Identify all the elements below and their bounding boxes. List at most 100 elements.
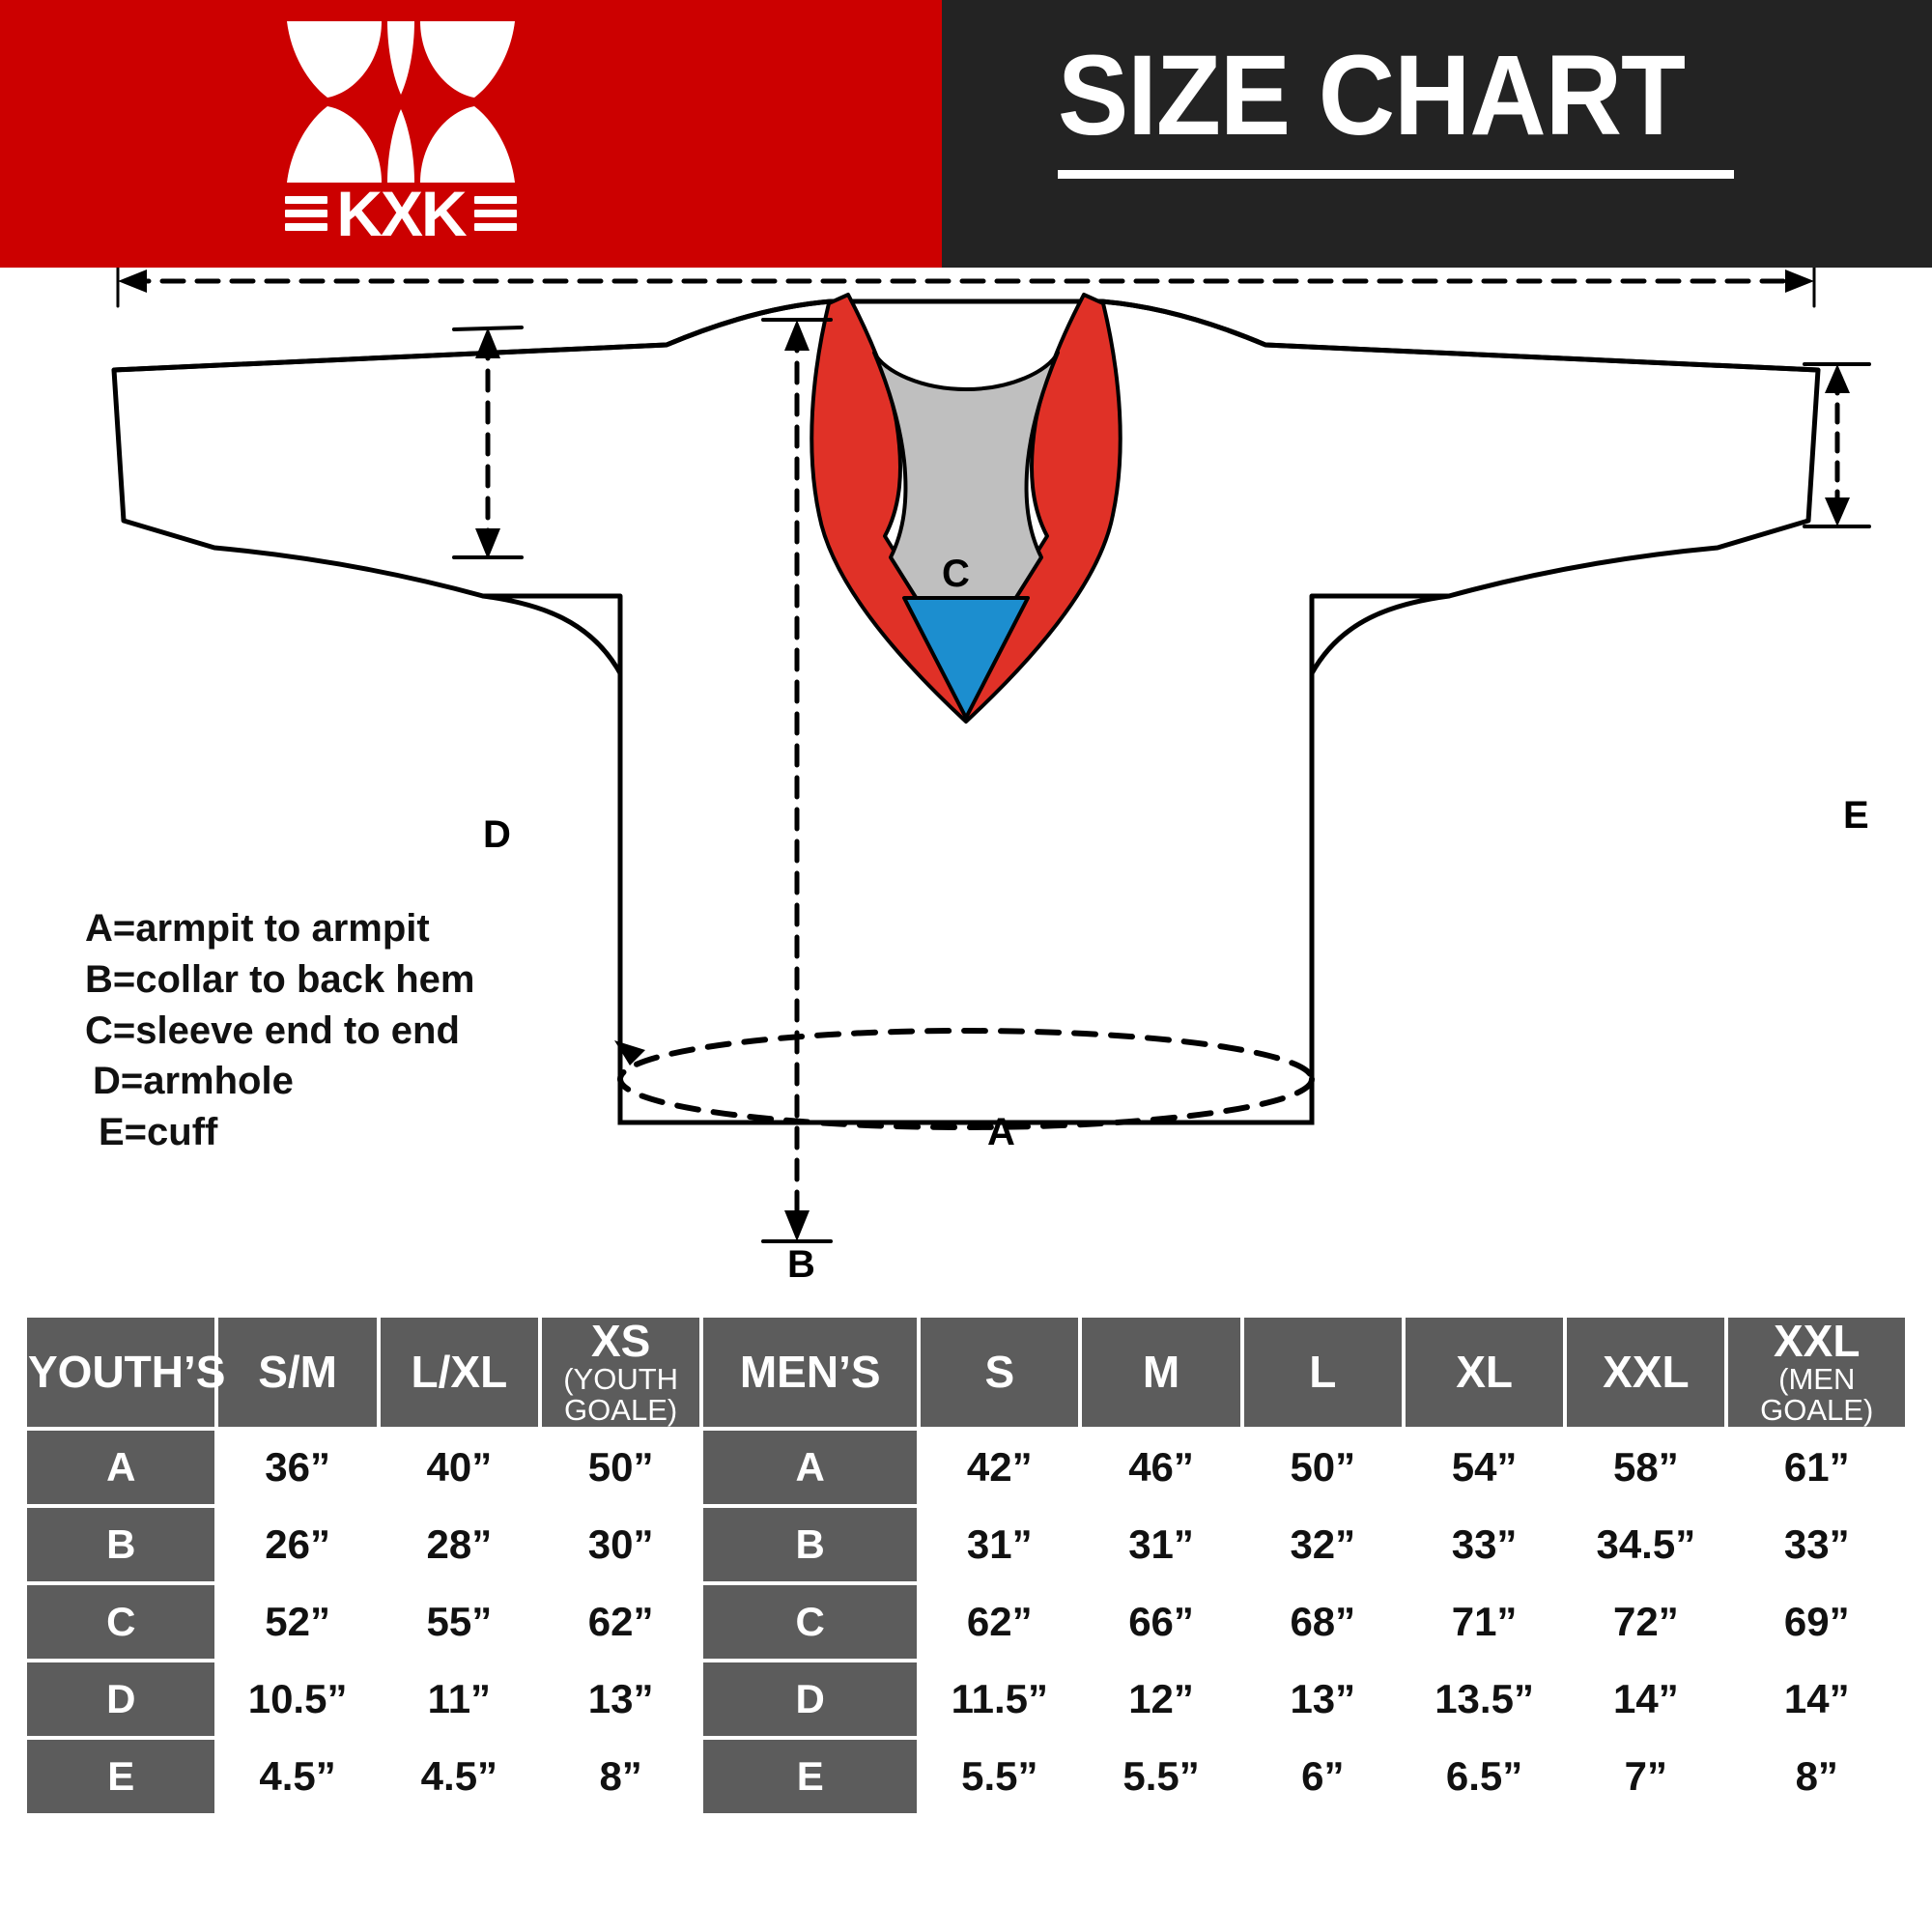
- page-header: KXK SIZE CHART: [0, 0, 1932, 268]
- cell-men-xxl: 7”: [1567, 1740, 1725, 1814]
- kxk-hourglass-logo-icon: [285, 17, 517, 186]
- cell-youth-xs: 50”: [542, 1431, 700, 1505]
- table-row: C 52” 55” 62” C 62” 66” 68” 71” 72” 69”: [27, 1585, 1905, 1660]
- cell-youth-sm: 36”: [218, 1431, 377, 1505]
- cell-youth-xs: 30”: [542, 1508, 700, 1582]
- cell-youth-lxl: 11”: [380, 1662, 538, 1737]
- brand-wordmark: KXK: [266, 178, 536, 249]
- header-s: S: [921, 1318, 1079, 1428]
- cell-men-xxlg: 61”: [1728, 1431, 1905, 1505]
- cell-men-m: 31”: [1082, 1508, 1240, 1582]
- table-row: B 26” 28” 30” B 31” 31” 32” 33” 34.5” 33…: [27, 1508, 1905, 1582]
- jersey-diagram: C D E A B: [0, 268, 1932, 1311]
- header-mens-label: MEN’S: [739, 1347, 881, 1398]
- legend-line-a: A=armpit to armpit: [85, 907, 430, 950]
- brand-name: KXK: [336, 178, 467, 249]
- brand-logo: KXK: [266, 17, 536, 249]
- legend-line-d: D=armhole: [93, 1060, 294, 1103]
- row-measure-youth: E: [27, 1740, 215, 1814]
- cell-men-s: 11.5”: [921, 1662, 1079, 1737]
- header-lxl-label: L/XL: [411, 1347, 508, 1398]
- cell-men-xxl: 58”: [1567, 1431, 1725, 1505]
- cell-men-xxl: 34.5”: [1567, 1508, 1725, 1582]
- header-xxlg-label: XXL: [1774, 1316, 1861, 1366]
- cell-men-l: 13”: [1243, 1662, 1402, 1737]
- measurement-legend: A=armpit to armpit B=collar to back hem …: [85, 903, 626, 1158]
- cell-men-xl: 33”: [1405, 1508, 1564, 1582]
- cell-men-m: 5.5”: [1082, 1740, 1240, 1814]
- cell-men-xxl: 14”: [1567, 1662, 1725, 1737]
- dimension-label-a: A: [987, 1111, 1015, 1153]
- table-row: D 10.5” 11” 13” D 11.5” 12” 13” 13.5” 14…: [27, 1662, 1905, 1737]
- cell-men-xxlg: 14”: [1728, 1662, 1905, 1737]
- table-row: E 4.5” 4.5” 8” E 5.5” 5.5” 6” 6.5” 7” 8”: [27, 1740, 1905, 1814]
- logo-bars-right-icon: [473, 196, 517, 231]
- dimension-label-e: E: [1843, 794, 1869, 837]
- row-measure-youth: A: [27, 1431, 215, 1505]
- size-table-wrapper: YOUTH’S S/M L/XL XS (YOUTH GOALE) MEN’S …: [23, 1314, 1909, 1817]
- cell-youth-lxl: 28”: [380, 1508, 538, 1582]
- header-mens: MEN’S: [703, 1318, 918, 1428]
- cell-men-m: 66”: [1082, 1585, 1240, 1660]
- logo-bars-left-icon: [285, 196, 328, 231]
- row-measure-youth: C: [27, 1585, 215, 1660]
- brand-panel: KXK: [0, 0, 942, 268]
- cell-men-xl: 71”: [1405, 1585, 1564, 1660]
- dimension-label-b: B: [787, 1243, 815, 1286]
- cell-men-xl: 6.5”: [1405, 1740, 1564, 1814]
- header-s-label: S: [984, 1347, 1015, 1398]
- legend-line-e: E=cuff: [99, 1111, 218, 1154]
- cell-youth-lxl: 55”: [380, 1585, 538, 1660]
- dimension-label-c: C: [942, 553, 970, 595]
- cell-men-s: 5.5”: [921, 1740, 1079, 1814]
- header-m-label: M: [1142, 1347, 1180, 1398]
- row-measure-men: B: [703, 1508, 918, 1582]
- cell-men-m: 46”: [1082, 1431, 1240, 1505]
- table-row: A 36” 40” 50” A 42” 46” 50” 54” 58” 61”: [27, 1431, 1905, 1505]
- header-xl-label: XL: [1456, 1347, 1513, 1398]
- table-header-row: YOUTH’S S/M L/XL XS (YOUTH GOALE) MEN’S …: [27, 1316, 1905, 1428]
- cell-youth-sm: 10.5”: [218, 1662, 377, 1737]
- title-panel: SIZE CHART: [942, 0, 1932, 268]
- cell-men-xxlg: 8”: [1728, 1740, 1905, 1814]
- dimension-label-d: D: [483, 813, 511, 856]
- header-sm: S/M: [218, 1318, 377, 1428]
- header-lxl: L/XL: [380, 1318, 538, 1428]
- header-xs-sublabel: (YOUTH GOALE): [563, 1361, 679, 1428]
- cell-youth-sm: 52”: [218, 1585, 377, 1660]
- header-xxl-men-goale: XXL (MEN GOALE): [1728, 1316, 1905, 1428]
- row-measure-youth: B: [27, 1508, 215, 1582]
- header-youths: YOUTH’S: [27, 1318, 226, 1428]
- cell-youth-sm: 26”: [218, 1508, 377, 1582]
- cell-men-l: 50”: [1243, 1431, 1402, 1505]
- row-measure-men: E: [703, 1740, 918, 1814]
- header-xs-label: XS: [590, 1316, 651, 1366]
- cell-men-l: 6”: [1243, 1740, 1402, 1814]
- cell-youth-xs: 8”: [542, 1740, 700, 1814]
- title-underline: [1058, 170, 1734, 179]
- cell-men-xl: 13.5”: [1405, 1662, 1564, 1737]
- cell-men-xxlg: 33”: [1728, 1508, 1905, 1582]
- row-measure-men: C: [703, 1585, 918, 1660]
- row-measure-men: A: [703, 1431, 918, 1505]
- cell-youth-xs: 62”: [542, 1585, 700, 1660]
- header-youths-label: YOUTH’S: [28, 1347, 226, 1398]
- cell-men-m: 12”: [1082, 1662, 1240, 1737]
- cell-youth-lxl: 40”: [380, 1431, 538, 1505]
- header-l: L: [1243, 1318, 1402, 1428]
- header-xxlg-sublabel: (MEN GOALE): [1760, 1361, 1874, 1428]
- header-l-label: L: [1309, 1347, 1337, 1398]
- row-measure-youth: D: [27, 1662, 215, 1737]
- cell-men-xl: 54”: [1405, 1431, 1564, 1505]
- cell-men-xxlg: 69”: [1728, 1585, 1905, 1660]
- cell-youth-xs: 13”: [542, 1662, 700, 1737]
- cell-men-s: 42”: [921, 1431, 1079, 1505]
- header-sm-label: S/M: [258, 1347, 337, 1398]
- row-measure-men: D: [703, 1662, 918, 1737]
- cell-men-xxl: 72”: [1567, 1585, 1725, 1660]
- header-xxl-label: XXL: [1603, 1347, 1690, 1398]
- cell-youth-lxl: 4.5”: [380, 1740, 538, 1814]
- header-xxl: XXL: [1567, 1318, 1725, 1428]
- page-title: SIZE CHART: [1058, 32, 1686, 159]
- header-xs-youth-goale: XS (YOUTH GOALE): [542, 1316, 700, 1428]
